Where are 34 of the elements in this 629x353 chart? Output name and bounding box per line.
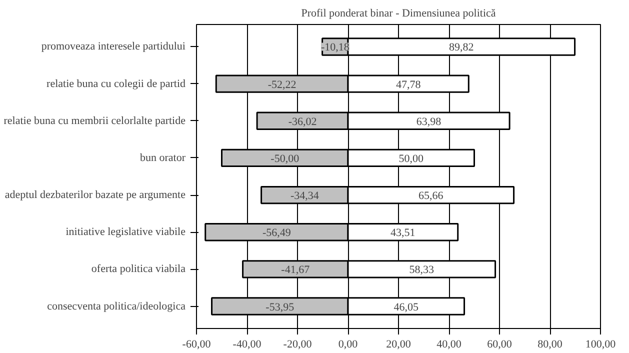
data-label: 89,82 [449, 42, 474, 54]
data-label: -50,00 [270, 152, 300, 165]
y-tick-label: adeptul dezbaterilor bazate pe argumente [4, 189, 186, 202]
x-tick-label: 20,00 [386, 338, 412, 350]
data-label: 63,98 [416, 116, 442, 128]
data-label: -41,67 [281, 264, 310, 276]
data-label: -36,02 [288, 116, 317, 128]
data-label: 50,00 [398, 152, 424, 165]
y-tick-label: relatie buna cu colegii de partid [46, 78, 186, 90]
data-label: -52,22 [268, 78, 296, 91]
data-label: -56,49 [262, 227, 292, 240]
data-label: -34,34 [290, 190, 320, 202]
y-tick-label: initiative legislative viabile [66, 226, 186, 238]
y-tick-label: relatie buna cu membrii celorlalte partide [4, 114, 186, 127]
data-label: 65,66 [418, 190, 444, 202]
x-tick-label: 60,00 [487, 338, 512, 350]
data-label: 58,33 [409, 264, 435, 276]
y-tick-label: bun orator [140, 152, 186, 164]
x-tick-label: -60,00 [182, 338, 212, 350]
y-tick-label: promoveaza interesele partidului [41, 40, 186, 53]
chart-title: Profil ponderat binar - Dimensiunea politică [301, 8, 496, 20]
x-tick-label: 0,00 [338, 338, 358, 350]
x-tick-label: 80,00 [538, 338, 563, 350]
x-tick-label: 100,00 [585, 338, 616, 350]
y-tick-label: consecventa politica/ideologica [47, 300, 186, 312]
x-tick-label: 40,00 [436, 338, 462, 350]
data-label: -10,18 [320, 42, 350, 54]
x-tick-label: -20,00 [283, 338, 312, 350]
data-label: -53,95 [266, 301, 295, 314]
data-label: 46,05 [394, 301, 420, 314]
data-label: 43,51 [390, 227, 416, 240]
x-tick-label: -40,00 [232, 338, 262, 350]
data-label: 47,78 [396, 78, 422, 91]
y-tick-label: oferta politica viabila [91, 263, 186, 276]
